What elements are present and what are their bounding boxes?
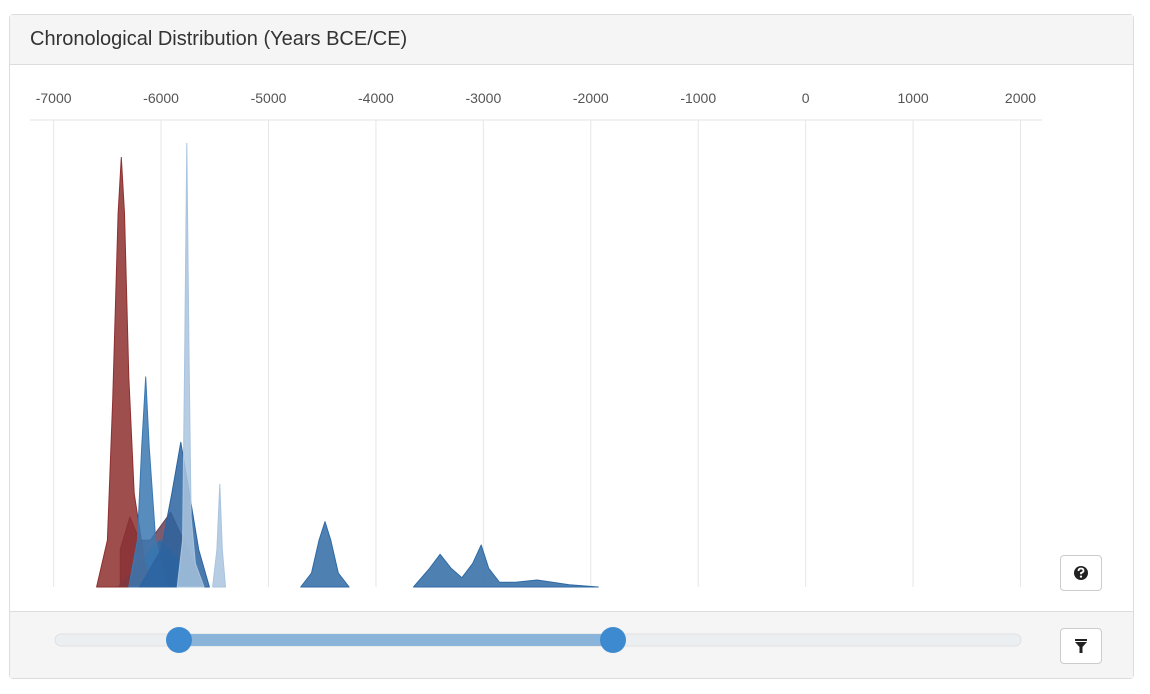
filter-icon [1075, 639, 1087, 653]
density-area [413, 544, 599, 588]
density-area [212, 483, 226, 588]
x-tick-label: -6000 [143, 90, 179, 106]
x-tick-label: 2000 [1005, 90, 1036, 106]
x-tick-label: -1000 [680, 90, 716, 106]
x-tick-label: -4000 [358, 90, 394, 106]
x-tick-label: -7000 [36, 90, 72, 106]
slider-handle-right[interactable] [600, 627, 626, 653]
x-tick-label: 0 [802, 90, 810, 106]
x-tick-label: -2000 [573, 90, 609, 106]
x-tick-label: -5000 [251, 90, 287, 106]
panel-header: Chronological Distribution (Years BCE/CE… [10, 15, 1133, 65]
help-icon [1074, 566, 1088, 580]
density-area [176, 142, 205, 588]
density-area [300, 521, 350, 588]
x-tick-label: -3000 [465, 90, 501, 106]
panel-title: Chronological Distribution (Years BCE/CE… [30, 28, 408, 50]
x-tick-label: 1000 [898, 90, 929, 106]
slider-handle-left[interactable] [166, 627, 192, 653]
help-button[interactable] [1060, 555, 1102, 591]
chart: -7000 -6000 -5000 -4000 -3000 -2000 -1000 0 1000… [30, 90, 1042, 588]
filter-button[interactable] [1060, 628, 1102, 664]
